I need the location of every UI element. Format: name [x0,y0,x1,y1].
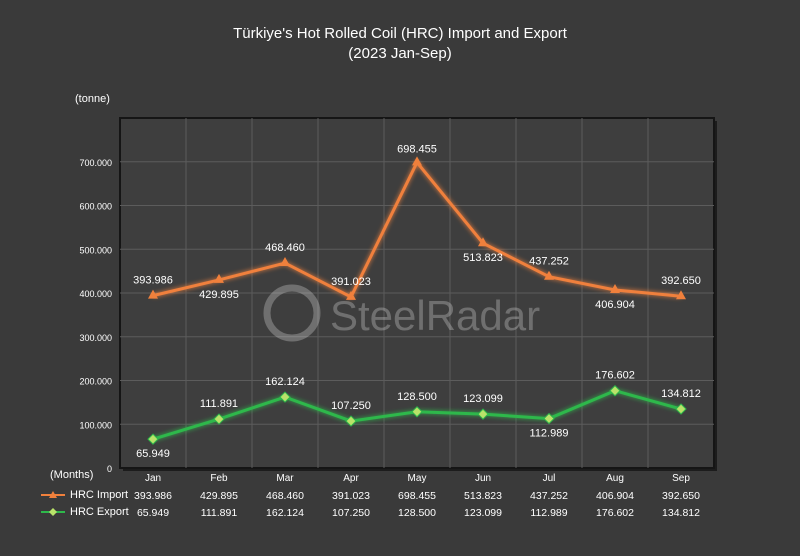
export-point [213,413,225,425]
legend-marker-import [41,491,65,498]
x-tick-label: Sep [672,473,690,484]
x-tick-label: Jul [543,473,556,484]
import-point [676,290,686,300]
import-point [214,273,224,283]
export-data-label: 128.500 [397,391,437,403]
legend-label-import: HRC Import [70,489,129,501]
x-tick-label: Jun [475,473,491,484]
x-tick-label: May [408,473,427,484]
table-cell-import: 698.455 [398,490,436,502]
export-point [279,391,291,403]
legend-table-row-export: HRC Export [0,503,800,521]
import-data-label: 468.460 [265,242,305,254]
table-cell-export: 107.250 [332,507,370,519]
watermark-text: SteelRadar [330,292,540,339]
import-data-label: 406.904 [595,299,635,311]
x-tick-label: Mar [276,473,294,484]
table-cell-import: 468.460 [266,490,304,502]
chart-subtitle: (2023 Jan-Sep) [348,45,452,62]
legend-marker-export [41,508,65,516]
import-data-label: 437.252 [529,256,569,268]
table-cell-import: 437.252 [530,490,568,502]
x-tick-label: Jan [145,473,161,484]
export-point [147,433,159,445]
y-tick-label: 700.000 [79,158,112,168]
legend-item-export: HRC Export [40,503,129,521]
x-tick-label: Apr [343,473,359,484]
table-cell-export: 123.099 [464,507,502,519]
y-tick-label: 600.000 [79,202,112,212]
x-axis-unit: (Months) [50,469,93,481]
import-point [346,290,356,300]
import-point [280,257,290,267]
export-point [609,385,621,397]
y-tick-label: 400.000 [79,289,112,299]
export-data-label: 65.949 [136,448,170,460]
import-data-label: 698.455 [397,143,437,155]
table-cell-export: 176.602 [596,507,634,519]
y-tick-label: 500.000 [79,245,112,255]
import-point [478,237,488,247]
x-tick-label: Feb [210,473,228,484]
table-cell-import: 429.895 [200,490,238,502]
export-data-label: 134.812 [661,388,701,400]
import-point [544,270,554,280]
table-cell-import: 406.904 [596,490,634,502]
table-cell-export: 111.891 [201,507,238,519]
y-axis-unit: (tonne) [75,93,110,105]
table-cell-export: 65.949 [137,507,169,519]
legend-label-export: HRC Export [70,506,129,518]
y-tick-label: 0 [107,464,112,474]
watermark-logo-icon [263,284,321,342]
export-data-label: 107.250 [331,400,371,412]
legend-table-row-import: HRC Import [0,486,800,504]
y-tick-label: 200.000 [79,377,112,387]
export-data-label: 111.891 [200,398,238,410]
export-point [411,406,423,418]
import-data-label: 392.650 [661,275,701,287]
table-cell-import: 513.823 [464,490,502,502]
import-point [610,283,620,293]
legend-item-import: HRC Import [40,486,128,504]
table-cell-import: 393.986 [134,490,172,502]
table-cell-export: 112.989 [530,507,567,519]
y-tick-label: 300.000 [79,333,112,343]
export-data-label: 123.099 [463,393,503,405]
watermark: SteelRadar [263,284,540,342]
y-tick-label: 100.000 [79,420,112,430]
import-data-label: 393.986 [133,275,173,287]
export-data-label: 176.602 [595,370,635,382]
export-data-label: 162.124 [265,376,305,388]
export-point [345,415,357,427]
table-cell-export: 128.500 [398,507,436,519]
export-point [543,412,555,425]
table-cell-import: 391.023 [332,490,370,502]
table-cell-export: 134.812 [662,507,700,519]
chart-title: Türkiye's Hot Rolled Coil (HRC) Import a… [233,25,567,42]
import-data-label: 513.823 [463,252,503,264]
export-point [675,403,687,415]
import-data-label: 391.023 [331,276,371,288]
import-data-label: 429.895 [199,289,239,301]
table-cell-import: 392.650 [662,490,700,502]
import-point [148,289,158,299]
table-cell-export: 162.124 [266,507,304,519]
export-point [477,408,489,420]
import-point [412,156,422,166]
export-data-label: 112.989 [530,428,569,440]
x-tick-label: Aug [606,473,624,484]
